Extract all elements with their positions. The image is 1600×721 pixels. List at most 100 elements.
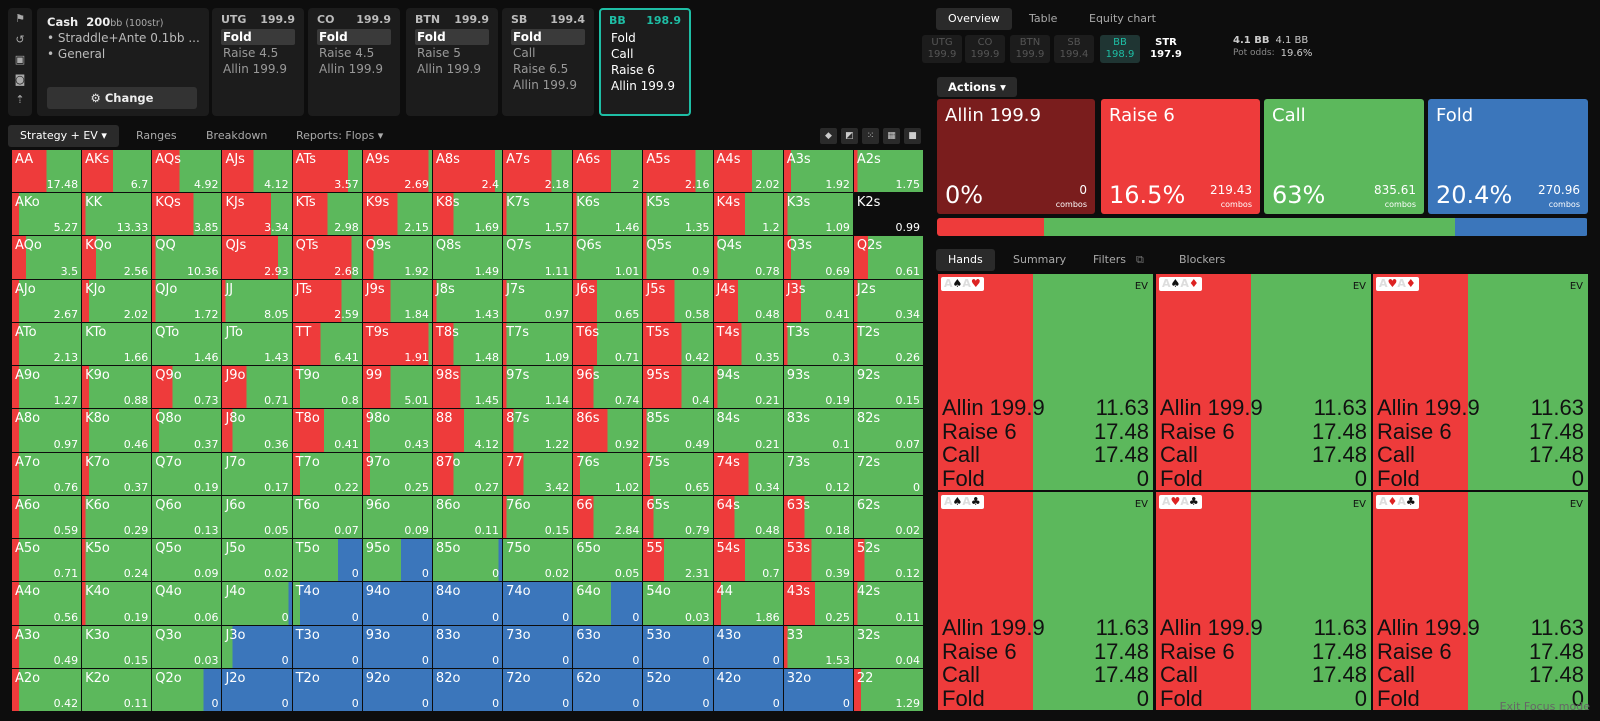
- hand-cell[interactable]: K3o 0.15: [82, 625, 152, 668]
- hand-cell[interactable]: 87o 0.27: [432, 452, 503, 495]
- tab-strategy-ev[interactable]: Strategy + EV ▾: [8, 125, 119, 147]
- hand-cell[interactable]: 86o 0.11: [432, 495, 503, 539]
- hand-combo-card[interactable]: A♠A♥ EV Allin 199.9 11.63 Raise 6 17.48 Call 17…: [938, 274, 1153, 490]
- position-sb[interactable]: SB 199.4 Fold Call Raise 6.5 Allin 199.9: [502, 8, 594, 116]
- exit-focus-mode[interactable]: Exit Focus mode: [1499, 700, 1590, 713]
- hand-cell[interactable]: 72s 0: [853, 452, 923, 495]
- hand-cell[interactable]: J5s 0.58: [643, 279, 713, 322]
- hand-cell[interactable]: A8s 2.4: [432, 150, 503, 193]
- hand-cell[interactable]: 97o 0.25: [362, 452, 432, 495]
- hand-cell[interactable]: Q8o 0.37: [152, 409, 222, 452]
- hand-cell[interactable]: Q3o 0.03: [152, 625, 222, 668]
- hand-cell[interactable]: J2s 0.34: [853, 279, 923, 322]
- hand-cell[interactable]: 65s 0.79: [643, 495, 713, 539]
- hand-cell[interactable]: 33 1.53: [783, 625, 853, 668]
- action-option[interactable]: Fold: [317, 29, 391, 45]
- hand-cell[interactable]: Q2o 0: [152, 668, 222, 711]
- hand-cell[interactable]: K8s 1.69: [432, 193, 503, 236]
- hand-cell[interactable]: KTo 1.66: [82, 322, 152, 366]
- hand-cell[interactable]: 83o 0: [432, 625, 503, 668]
- position-btn[interactable]: BTN 199.9 Fold Raise 5 Allin 199.9: [406, 8, 498, 116]
- hand-cell[interactable]: AQo 3.5: [12, 236, 82, 279]
- hand-cell[interactable]: J8s 1.43: [432, 279, 503, 322]
- hand-cell[interactable]: 93o 0: [362, 625, 432, 668]
- hand-cell[interactable]: T6o 0.07: [292, 495, 362, 539]
- hand-cell[interactable]: K5s 1.35: [643, 193, 713, 236]
- hand-cell[interactable]: QTs 2.68: [292, 236, 362, 279]
- tab-breakdown[interactable]: Breakdown: [206, 129, 268, 142]
- hand-cell[interactable]: 93s 0.19: [783, 366, 853, 409]
- hand-cell[interactable]: 66 2.84: [573, 495, 643, 539]
- hand-cell[interactable]: J8o 0.36: [222, 409, 292, 452]
- hand-cell[interactable]: 88 4.12: [432, 409, 503, 452]
- hand-cell[interactable]: 83s 0.1: [783, 409, 853, 452]
- hand-cell[interactable]: 63o 0: [573, 625, 643, 668]
- mini-position-utg[interactable]: UTG 199.9: [922, 35, 962, 63]
- hand-cell[interactable]: T9s 1.91: [362, 322, 432, 366]
- hand-cell[interactable]: JJ 8.05: [222, 279, 292, 322]
- action-option[interactable]: Fold: [221, 29, 295, 45]
- hand-cell[interactable]: ATo 2.13: [12, 322, 82, 366]
- hand-cell[interactable]: 52o 0: [643, 668, 713, 711]
- hand-cell[interactable]: K2o 0.11: [82, 668, 152, 711]
- hand-cell[interactable]: 85s 0.49: [643, 409, 713, 452]
- hand-cell[interactable]: 87s 1.22: [503, 409, 573, 452]
- hand-cell[interactable]: 64s 0.48: [713, 495, 783, 539]
- action-option[interactable]: Raise 4.5: [319, 46, 375, 60]
- hand-cell[interactable]: Q7o 0.19: [152, 452, 222, 495]
- grid-icon[interactable]: ▦: [883, 128, 900, 144]
- hand-cell[interactable]: 42s 0.11: [853, 582, 923, 625]
- hand-cell[interactable]: KK 13.33: [82, 193, 152, 236]
- hand-cell[interactable]: T7s 1.09: [503, 322, 573, 366]
- tab-equity-chart[interactable]: Equity chart: [1089, 12, 1156, 25]
- hand-cell[interactable]: Q3s 0.69: [783, 236, 853, 279]
- hand-cell[interactable]: 92s 0.15: [853, 366, 923, 409]
- hand-cell[interactable]: K9s 2.15: [362, 193, 432, 236]
- hand-cell[interactable]: 85o 0: [432, 539, 503, 582]
- hand-cell[interactable]: A9s 2.69: [362, 150, 432, 193]
- hand-cell[interactable]: AJs 4.12: [222, 150, 292, 193]
- hand-cell[interactable]: 82o 0: [432, 668, 503, 711]
- hand-combo-card[interactable]: A♥A♣ EV Allin 199.9 11.63 Raise 6 17.48 Call 17…: [1156, 492, 1371, 710]
- hand-cell[interactable]: 22 1.29: [853, 668, 923, 711]
- hand-cell[interactable]: JTs 2.59: [292, 279, 362, 322]
- hand-cell[interactable]: 32o 0: [783, 668, 853, 711]
- hand-cell[interactable]: 82s 0.07: [853, 409, 923, 452]
- position-utg[interactable]: UTG 199.9 Fold Raise 4.5 Allin 199.9: [212, 8, 304, 116]
- mini-position-btn[interactable]: BTN 199.9: [1010, 35, 1050, 63]
- hand-cell[interactable]: 92o 0: [362, 668, 432, 711]
- change-button[interactable]: ⚙ Change: [47, 87, 197, 109]
- hand-cell[interactable]: T6s 0.71: [573, 322, 643, 366]
- hand-cell[interactable]: T4o 0: [292, 582, 362, 625]
- hand-cell[interactable]: Q7s 1.11: [503, 236, 573, 279]
- hand-cell[interactable]: TT 6.41: [292, 322, 362, 366]
- hand-cell[interactable]: 73s 0.12: [783, 452, 853, 495]
- hand-combo-card[interactable]: A♥A♦ EV Allin 199.9 11.63 Raise 6 17.48 Call 17…: [1373, 274, 1588, 490]
- hand-cell[interactable]: 32s 0.04: [853, 625, 923, 668]
- hand-cell[interactable]: 84o 0: [432, 582, 503, 625]
- action-option[interactable]: Allin 199.9: [611, 79, 675, 93]
- hand-cell[interactable]: 84s 0.21: [713, 409, 783, 452]
- hand-cell[interactable]: 74o 0: [503, 582, 573, 625]
- hand-cell[interactable]: 54o 0.03: [643, 582, 713, 625]
- action-option[interactable]: Raise 4.5: [223, 46, 279, 60]
- hand-cell[interactable]: 96o 0.09: [362, 495, 432, 539]
- hand-cell[interactable]: J5o 0.02: [222, 539, 292, 582]
- hand-cell[interactable]: AQs 4.92: [152, 150, 222, 193]
- tab-table[interactable]: Table: [1029, 12, 1058, 25]
- tab-reports-flops[interactable]: Reports: Flops ▾: [296, 129, 384, 142]
- hand-cell[interactable]: 42o 0: [713, 668, 783, 711]
- hand-cell[interactable]: 77 3.42: [503, 452, 573, 495]
- hand-cell[interactable]: 63s 0.18: [783, 495, 853, 539]
- hand-cell[interactable]: 76o 0.15: [503, 495, 573, 539]
- action-card[interactable]: Raise 6 16.5% 219.43 combos: [1101, 99, 1260, 214]
- hand-cell[interactable]: 73o 0: [503, 625, 573, 668]
- hand-cell[interactable]: AJo 2.67: [12, 279, 82, 322]
- hand-cell[interactable]: 99 5.01: [362, 366, 432, 409]
- hand-cell[interactable]: QQ 10.36: [152, 236, 222, 279]
- hand-cell[interactable]: KQo 2.56: [82, 236, 152, 279]
- action-option[interactable]: Fold: [511, 29, 585, 45]
- hand-cell[interactable]: J2o 0: [222, 668, 292, 711]
- history-icon[interactable]: ↺: [15, 33, 25, 46]
- hand-cell[interactable]: JTo 1.43: [222, 322, 292, 366]
